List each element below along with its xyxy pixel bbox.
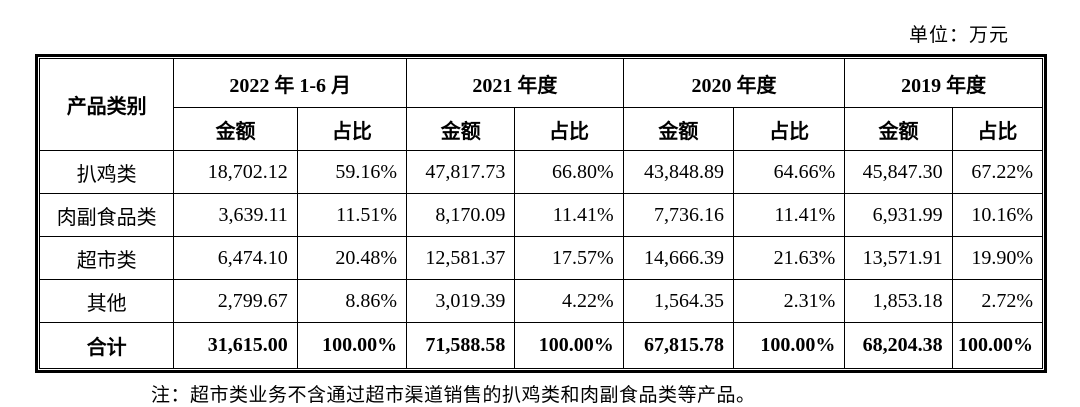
cell-amount-2021: 71,588.58	[406, 322, 516, 369]
cell-ratio-2020: 64.66%	[733, 150, 846, 194]
header-period-2020: 2020 年度	[622, 58, 846, 108]
cell-amount-2020: 14,666.39	[622, 236, 735, 280]
cell-amount-2022: 3,639.11	[173, 193, 298, 237]
header-amount-2019: 金额	[844, 107, 953, 151]
header-ratio-2022: 占比	[296, 107, 408, 151]
cell-ratio-2022: 100.00%	[296, 322, 408, 369]
cell-ratio-2022: 59.16%	[296, 150, 408, 194]
cell-amount-2020: 67,815.78	[622, 322, 735, 369]
table-row-grilled-chicken: 扒鸡类 18,702.12 59.16% 47,817.73 66.80% 43…	[38, 150, 1044, 194]
cell-amount-2019: 1,853.18	[844, 279, 953, 323]
table-border-frame: 产品类别 2022 年 1-6 月 2021 年度 2020 年度 2019 年…	[35, 54, 1047, 373]
unit-label: 单位：万元	[908, 25, 1009, 46]
header-amount-2020: 金额	[622, 107, 735, 151]
footnote: 注：超市类业务不含通过超市渠道销售的扒鸡类和肉副食品类等产品。	[151, 385, 756, 406]
cell-amount-2022: 31,615.00	[173, 322, 298, 369]
header-ratio-2021: 占比	[514, 107, 624, 151]
cell-ratio-2019: 67.22%	[951, 150, 1044, 194]
row-label: 肉副食品类	[38, 193, 175, 237]
row-label: 扒鸡类	[38, 150, 175, 194]
cell-ratio-2022: 8.86%	[296, 279, 408, 323]
cell-amount-2022: 2,799.67	[173, 279, 298, 323]
cell-ratio-2020: 100.00%	[733, 322, 846, 369]
header-ratio-2020: 占比	[733, 107, 846, 151]
cell-ratio-2021: 100.00%	[514, 322, 624, 369]
cell-amount-2020: 7,736.16	[622, 193, 735, 237]
cell-amount-2021: 8,170.09	[406, 193, 516, 237]
table-row-other: 其他 2,799.67 8.86% 3,019.39 4.22% 1,564.3…	[38, 279, 1044, 323]
row-label: 合计	[38, 322, 175, 369]
header-period-2022: 2022 年 1-6 月	[173, 58, 408, 108]
cell-amount-2021: 12,581.37	[406, 236, 516, 280]
cell-ratio-2020: 21.63%	[733, 236, 846, 280]
cell-amount-2022: 18,702.12	[173, 150, 298, 194]
row-label: 其他	[38, 279, 175, 323]
cell-amount-2022: 6,474.10	[173, 236, 298, 280]
cell-ratio-2020: 11.41%	[733, 193, 846, 237]
cell-ratio-2021: 17.57%	[514, 236, 624, 280]
cell-ratio-2019: 10.16%	[951, 193, 1044, 237]
cell-amount-2020: 1,564.35	[622, 279, 735, 323]
cell-amount-2019: 6,931.99	[844, 193, 953, 237]
header-period-2021: 2021 年度	[406, 58, 624, 108]
cell-ratio-2022: 11.51%	[296, 193, 408, 237]
product-category-revenue-table: 产品类别 2022 年 1-6 月 2021 年度 2020 年度 2019 年…	[38, 58, 1044, 369]
cell-ratio-2021: 4.22%	[514, 279, 624, 323]
cell-ratio-2019: 100.00%	[951, 322, 1044, 369]
cell-ratio-2020: 2.31%	[733, 279, 846, 323]
table-row-total: 合计 31,615.00 100.00% 71,588.58 100.00% 6…	[38, 322, 1044, 369]
cell-amount-2019: 13,571.91	[844, 236, 953, 280]
header-period-2019: 2019 年度	[844, 58, 1043, 108]
cell-ratio-2021: 66.80%	[514, 150, 624, 194]
cell-ratio-2019: 2.72%	[951, 279, 1044, 323]
header-ratio-2019: 占比	[951, 107, 1044, 151]
cell-ratio-2021: 11.41%	[514, 193, 624, 237]
cell-amount-2020: 43,848.89	[622, 150, 735, 194]
cell-ratio-2022: 20.48%	[296, 236, 408, 280]
cell-amount-2019: 45,847.30	[844, 150, 953, 194]
cell-amount-2021: 3,019.39	[406, 279, 516, 323]
cell-amount-2019: 68,204.38	[844, 322, 953, 369]
cell-amount-2021: 47,817.73	[406, 150, 516, 194]
header-row-subcolumns: 金额 占比 金额 占比 金额 占比 金额 占比	[40, 107, 1044, 151]
table-row-supermarket: 超市类 6,474.10 20.48% 12,581.37 17.57% 14,…	[38, 236, 1044, 280]
header-amount-2022: 金额	[173, 107, 298, 151]
table-row-meat-products: 肉副食品类 3,639.11 11.51% 8,170.09 11.41% 7,…	[38, 193, 1044, 237]
header-row-periods: 产品类别 2022 年 1-6 月 2021 年度 2020 年度 2019 年…	[38, 58, 1043, 151]
cell-ratio-2019: 19.90%	[951, 236, 1044, 280]
header-product-category: 产品类别	[38, 58, 175, 151]
header-amount-2021: 金额	[406, 107, 516, 151]
row-label: 超市类	[38, 236, 175, 280]
